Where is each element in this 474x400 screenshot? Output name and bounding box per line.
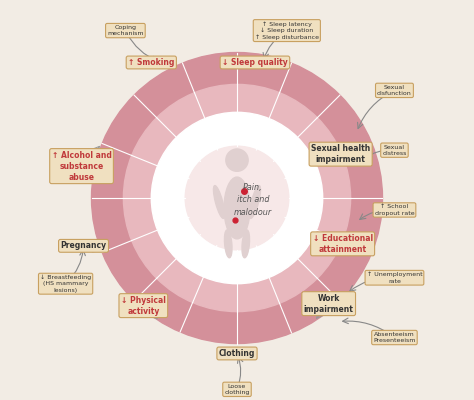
Circle shape <box>151 112 323 284</box>
Text: Work
impairment: Work impairment <box>304 294 354 314</box>
Text: ↑ Alcohol and
substance
abuse: ↑ Alcohol and substance abuse <box>52 150 111 182</box>
Text: ↓ Sleep quality: ↓ Sleep quality <box>222 58 288 67</box>
Text: Sexual
disfunction: Sexual disfunction <box>377 85 412 96</box>
Text: Clothing: Clothing <box>219 349 255 358</box>
Text: Sexual health
impairment: Sexual health impairment <box>311 144 370 164</box>
Text: Absenteeism
Presenteeism: Absenteeism Presenteeism <box>373 332 416 343</box>
Ellipse shape <box>242 230 249 258</box>
Ellipse shape <box>249 186 261 218</box>
Text: ↓ Educational
attainment: ↓ Educational attainment <box>312 234 373 254</box>
Ellipse shape <box>225 230 232 258</box>
Circle shape <box>91 52 383 344</box>
Circle shape <box>185 146 289 250</box>
Text: Pain,
itch and
malodour: Pain, itch and malodour <box>234 183 272 217</box>
Ellipse shape <box>213 186 225 218</box>
Text: ↓ Physical
activity: ↓ Physical activity <box>121 296 166 316</box>
Ellipse shape <box>224 177 250 239</box>
Text: ↑ Smoking: ↑ Smoking <box>128 58 174 67</box>
Circle shape <box>226 149 248 171</box>
Text: Coping
mechanism: Coping mechanism <box>107 25 144 36</box>
Text: Pregnancy: Pregnancy <box>61 241 107 250</box>
Text: ↑ Unemployment
rate: ↑ Unemployment rate <box>366 272 422 284</box>
Text: Sexual
distress: Sexual distress <box>382 144 407 156</box>
Text: Loose
clothing: Loose clothing <box>224 384 250 395</box>
Circle shape <box>123 84 351 312</box>
Text: ↑ School
dropout rate: ↑ School dropout rate <box>374 204 414 216</box>
Text: ↑ Sleep latency
↓ Sleep duration
↑ Sleep disturbance: ↑ Sleep latency ↓ Sleep duration ↑ Sleep… <box>255 21 319 40</box>
Text: ↓ Breastfeeding
(HS mammary
lesions): ↓ Breastfeeding (HS mammary lesions) <box>40 275 91 292</box>
